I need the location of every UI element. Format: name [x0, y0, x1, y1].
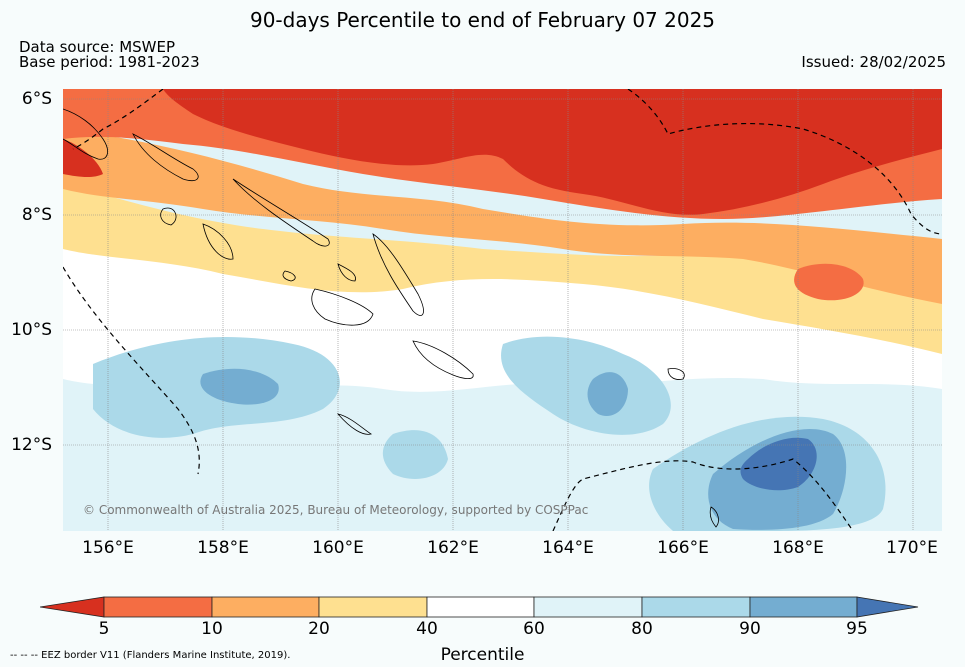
colorbar — [40, 596, 919, 618]
graticule — [63, 89, 942, 531]
colorbar-tick: 95 — [846, 619, 868, 639]
colorbar-segment — [641, 596, 751, 618]
region-5-10-east — [794, 263, 864, 301]
colorbar-tick: 80 — [631, 619, 653, 639]
lat-label: 6°S — [21, 89, 52, 109]
colorbar-tick: 5 — [98, 619, 110, 639]
region-below-5 — [163, 89, 942, 215]
region-90-95-southwest — [200, 368, 279, 405]
colorbar-tick: 60 — [523, 619, 545, 639]
eez-note: -- -- -- EEZ border V11 (Flanders Marine… — [10, 650, 291, 661]
eez-border — [63, 89, 942, 531]
colorbar-segment — [426, 596, 535, 618]
lon-label: 164°E — [542, 538, 594, 558]
colorbar-segment — [533, 596, 643, 618]
region-80-90-south — [382, 430, 448, 479]
lon-label: 160°E — [312, 538, 364, 558]
region-90-95-central — [587, 372, 628, 417]
region-80-90-central — [501, 336, 671, 435]
lat-label: 12°S — [11, 435, 52, 455]
colorbar-tick: 90 — [739, 619, 761, 639]
lon-label: 170°E — [886, 538, 938, 558]
region-20-40 — [63, 184, 942, 354]
lon-label: 162°E — [427, 538, 479, 558]
map-canvas — [63, 89, 942, 531]
map-title: 90-days Percentile to end of February 07… — [249, 8, 716, 32]
data-source: Data source: MSWEP — [19, 38, 176, 56]
colorbar-extend-high — [856, 596, 919, 618]
issued-date: Issued: 28/02/2025 — [801, 53, 946, 71]
lat-label: 8°S — [21, 205, 52, 225]
lon-label: 168°E — [772, 538, 824, 558]
base-period: Base period: 1981-2023 — [19, 53, 200, 71]
region-above-95 — [740, 437, 817, 491]
lon-label: 158°E — [197, 538, 249, 558]
colorbar-extend-low — [40, 596, 105, 618]
colorbar-tick: 10 — [201, 619, 223, 639]
percentile-map — [63, 89, 942, 531]
colorbar-segment — [103, 596, 213, 618]
colorbar-segment — [318, 596, 428, 618]
copyright-notice: © Commonwealth of Australia 2025, Bureau… — [83, 503, 589, 517]
region-10-20 — [63, 129, 942, 304]
colorbar-title: Percentile — [440, 645, 525, 665]
lon-label: 166°E — [657, 538, 709, 558]
colorbar-tick: 20 — [308, 619, 330, 639]
colorbar-segment — [749, 596, 858, 618]
colorbar-segment — [211, 596, 320, 618]
lat-label: 10°S — [11, 320, 52, 340]
lon-label: 156°E — [82, 538, 134, 558]
colorbar-tick: 40 — [416, 619, 438, 639]
coastlines — [63, 108, 719, 528]
